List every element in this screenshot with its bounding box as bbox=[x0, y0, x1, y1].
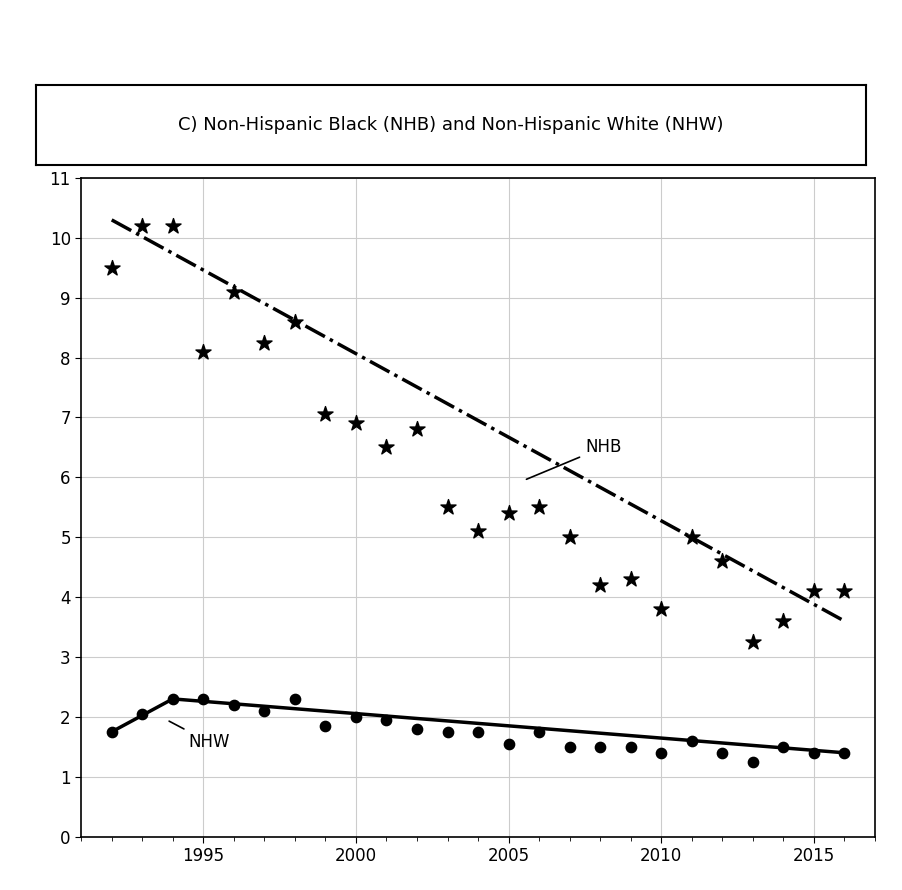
Point bbox=[806, 584, 821, 598]
Text: NHW: NHW bbox=[169, 721, 229, 751]
Point bbox=[318, 408, 333, 422]
Point bbox=[166, 219, 180, 233]
Point bbox=[685, 733, 699, 748]
Point bbox=[685, 530, 699, 545]
Point bbox=[776, 740, 790, 754]
Point bbox=[379, 713, 393, 727]
Point bbox=[471, 724, 485, 739]
Point bbox=[563, 530, 577, 545]
Text: C) Non-Hispanic Black (NHB) and Non-Hispanic White (NHW): C) Non-Hispanic Black (NHB) and Non-Hisp… bbox=[179, 116, 723, 134]
Point bbox=[288, 692, 302, 706]
Point bbox=[746, 755, 760, 769]
Point bbox=[654, 746, 668, 760]
Point bbox=[196, 344, 210, 359]
Point bbox=[440, 724, 455, 739]
Point bbox=[135, 707, 150, 721]
Point bbox=[715, 554, 730, 569]
Point bbox=[410, 423, 424, 437]
Text: NHB: NHB bbox=[527, 439, 621, 480]
Point bbox=[837, 584, 851, 598]
Point bbox=[654, 602, 668, 616]
Point bbox=[715, 746, 730, 760]
Point bbox=[226, 698, 241, 712]
Point bbox=[226, 285, 241, 299]
Point bbox=[257, 336, 272, 350]
Point bbox=[806, 746, 821, 760]
Point bbox=[105, 724, 119, 739]
Point bbox=[623, 572, 638, 587]
Point bbox=[746, 635, 760, 649]
Point bbox=[379, 441, 393, 455]
Point bbox=[318, 719, 333, 733]
Point bbox=[776, 614, 790, 628]
Point bbox=[349, 709, 364, 724]
Point bbox=[532, 724, 547, 739]
Point bbox=[166, 692, 180, 706]
Point bbox=[196, 692, 210, 706]
Point bbox=[593, 740, 607, 754]
Point bbox=[502, 506, 516, 521]
Point bbox=[257, 704, 272, 718]
Point bbox=[502, 737, 516, 751]
Point bbox=[593, 578, 607, 592]
Point bbox=[837, 746, 851, 760]
Point bbox=[471, 524, 485, 538]
Point bbox=[135, 219, 150, 233]
Point bbox=[410, 722, 424, 736]
Point bbox=[532, 500, 547, 514]
Point bbox=[349, 417, 364, 431]
Point bbox=[105, 261, 119, 275]
Point bbox=[288, 314, 302, 328]
Point bbox=[440, 500, 455, 514]
Point bbox=[623, 740, 638, 754]
Point bbox=[563, 740, 577, 754]
